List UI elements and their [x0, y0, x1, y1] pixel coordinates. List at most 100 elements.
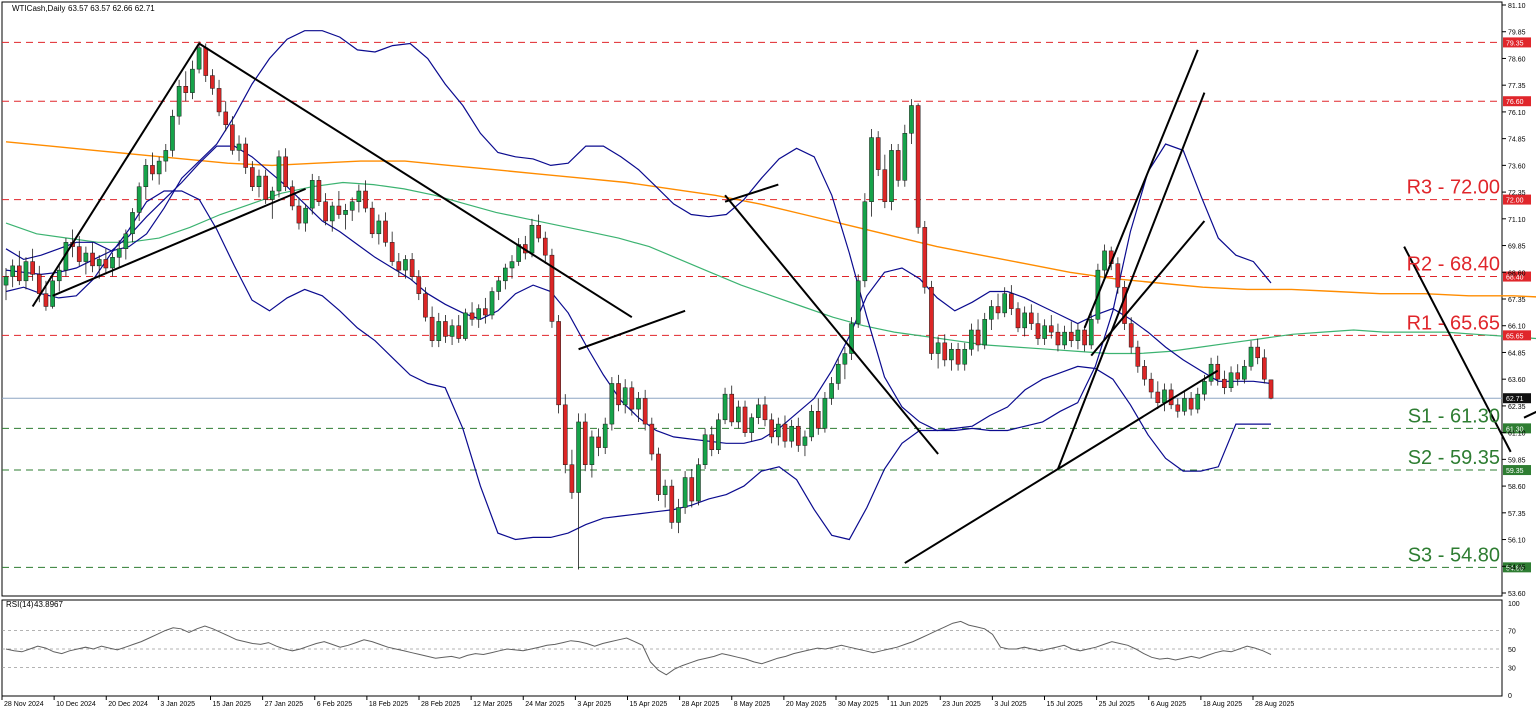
bearish-candle-body [875, 137, 881, 170]
bullish-candle-body [309, 180, 315, 209]
bullish-candle-body [463, 312, 468, 339]
x-axis-tick-label: 12 Mar 2025 [473, 701, 512, 708]
bullish-candle-body [196, 47, 202, 70]
bearish-candle-body [922, 227, 928, 288]
current-price-tag-text: 62.71 [1506, 396, 1524, 403]
bearish-candle-body [582, 421, 588, 465]
bearish-candle-body [782, 423, 788, 442]
bullish-candle-body [3, 276, 9, 286]
support-level-label: S3 - 54.80 [1408, 544, 1500, 566]
bullish-candle-body [716, 419, 721, 450]
bearish-candle-body [90, 252, 95, 267]
bearish-candle-body [1268, 379, 1274, 399]
bearish-candle-body [1035, 323, 1041, 339]
bullish-candle-body [1242, 366, 1247, 380]
bullish-candle-body [376, 220, 382, 235]
bullish-candle-body [403, 259, 408, 271]
bearish-candle-body [669, 485, 675, 523]
y-axis-tick-label: 73.60 [1508, 163, 1526, 170]
bearish-candle-body [562, 404, 568, 465]
bearish-candle-body [456, 325, 462, 339]
bullish-candle-body [1002, 293, 1007, 314]
bearish-candle-body [409, 259, 415, 277]
bullish-candle-body [163, 150, 169, 162]
bullish-candle-body [989, 306, 994, 320]
rsi-panel-border [1, 599, 1503, 697]
bearish-candle-body [43, 293, 49, 307]
bullish-candle-body [949, 348, 954, 361]
bullish-candle-body [143, 165, 149, 187]
bullish-candle-body [1088, 319, 1094, 346]
bullish-candle-body [170, 115, 175, 151]
bearish-candle-body [556, 321, 561, 406]
bullish-candle-body [1228, 372, 1234, 388]
x-axis-tick-label: 15 Jan 2025 [213, 701, 252, 708]
bullish-candle-body [270, 190, 275, 200]
bearish-candle-body [323, 201, 328, 222]
bullish-candle-body [329, 205, 335, 222]
bearish-candle-body [542, 237, 548, 256]
rsi-value-label: 43.8967 [34, 600, 63, 609]
bullish-candle-body [696, 464, 701, 502]
bearish-candle-body [316, 180, 322, 202]
bullish-candle-body [1248, 346, 1254, 367]
bearish-candle-body [203, 47, 209, 76]
y-axis-tick-label: 53.60 [1508, 591, 1526, 598]
bearish-candle-body [423, 293, 428, 318]
trendline [724, 194, 939, 455]
bearish-candle-body [429, 316, 435, 341]
y-axis-tick-label: 79.85 [1508, 30, 1526, 37]
trendline [1057, 92, 1206, 470]
bullish-candle-body [23, 261, 29, 282]
bearish-candle-body [1235, 372, 1241, 380]
bullish-candle-body [576, 421, 581, 493]
bearish-candle-body [1262, 357, 1267, 380]
trendline [1057, 369, 1219, 470]
resistance-level-label: R1 - 65.65 [1407, 312, 1500, 334]
bearish-candle-body [882, 169, 888, 202]
bearish-candle-body [1188, 398, 1194, 410]
bullish-candle-body [96, 259, 102, 267]
bullish-candle-body [855, 280, 861, 324]
support-level-price-tag-text: 61.30 [1506, 426, 1524, 433]
bearish-candle-body [942, 342, 948, 361]
x-axis-tick-label: 15 Jul 2025 [1047, 701, 1083, 708]
bullish-candle-body [303, 207, 308, 224]
trendline [52, 187, 306, 297]
bullish-candle-body [156, 160, 162, 175]
y-axis-tick-label: 78.60 [1508, 56, 1526, 63]
bearish-candle-body [250, 167, 255, 187]
bullish-candle-body [1075, 329, 1081, 341]
bullish-candle-body [849, 323, 854, 354]
bearish-candle-body [689, 477, 695, 502]
bearish-candle-body [1048, 325, 1054, 333]
bullish-candle-body [802, 436, 808, 446]
bullish-candle-body [736, 406, 741, 423]
bullish-candle-body [123, 233, 129, 250]
y-axis-tick-label: 57.35 [1508, 511, 1526, 518]
x-axis-tick-label: 3 Jul 2025 [994, 701, 1026, 708]
support-level-label: S1 - 61.30 [1408, 405, 1500, 427]
rsi-axis-tick-label: 50 [1508, 647, 1516, 654]
bearish-candle-body [1015, 308, 1021, 329]
current-price-tag [1503, 393, 1531, 404]
bullish-candle-body [343, 210, 348, 215]
x-axis-tick-label: 28 Nov 2024 [4, 701, 44, 708]
bullish-candle-body [1162, 389, 1167, 403]
bullish-candle-body [622, 387, 628, 406]
bearish-candle-body [243, 143, 248, 168]
resistance-level-price-tag-text: 65.65 [1506, 333, 1524, 340]
bullish-candle-body [962, 348, 968, 365]
y-axis-tick-label: 72.35 [1508, 190, 1526, 197]
bearish-candle-body [183, 86, 189, 93]
trendline [904, 468, 1059, 564]
rsi-title: RSI(14) [6, 600, 34, 609]
x-axis-tick-label: 24 Mar 2025 [525, 701, 564, 708]
bearish-candle-body [955, 348, 961, 365]
bearish-candle-body [1128, 323, 1134, 348]
bearish-candle-body [795, 425, 801, 446]
trendline [1403, 246, 1512, 453]
bearish-candle-body [216, 88, 222, 113]
bearish-candle-body [995, 306, 1001, 314]
support-level-price-tag [1503, 465, 1531, 476]
